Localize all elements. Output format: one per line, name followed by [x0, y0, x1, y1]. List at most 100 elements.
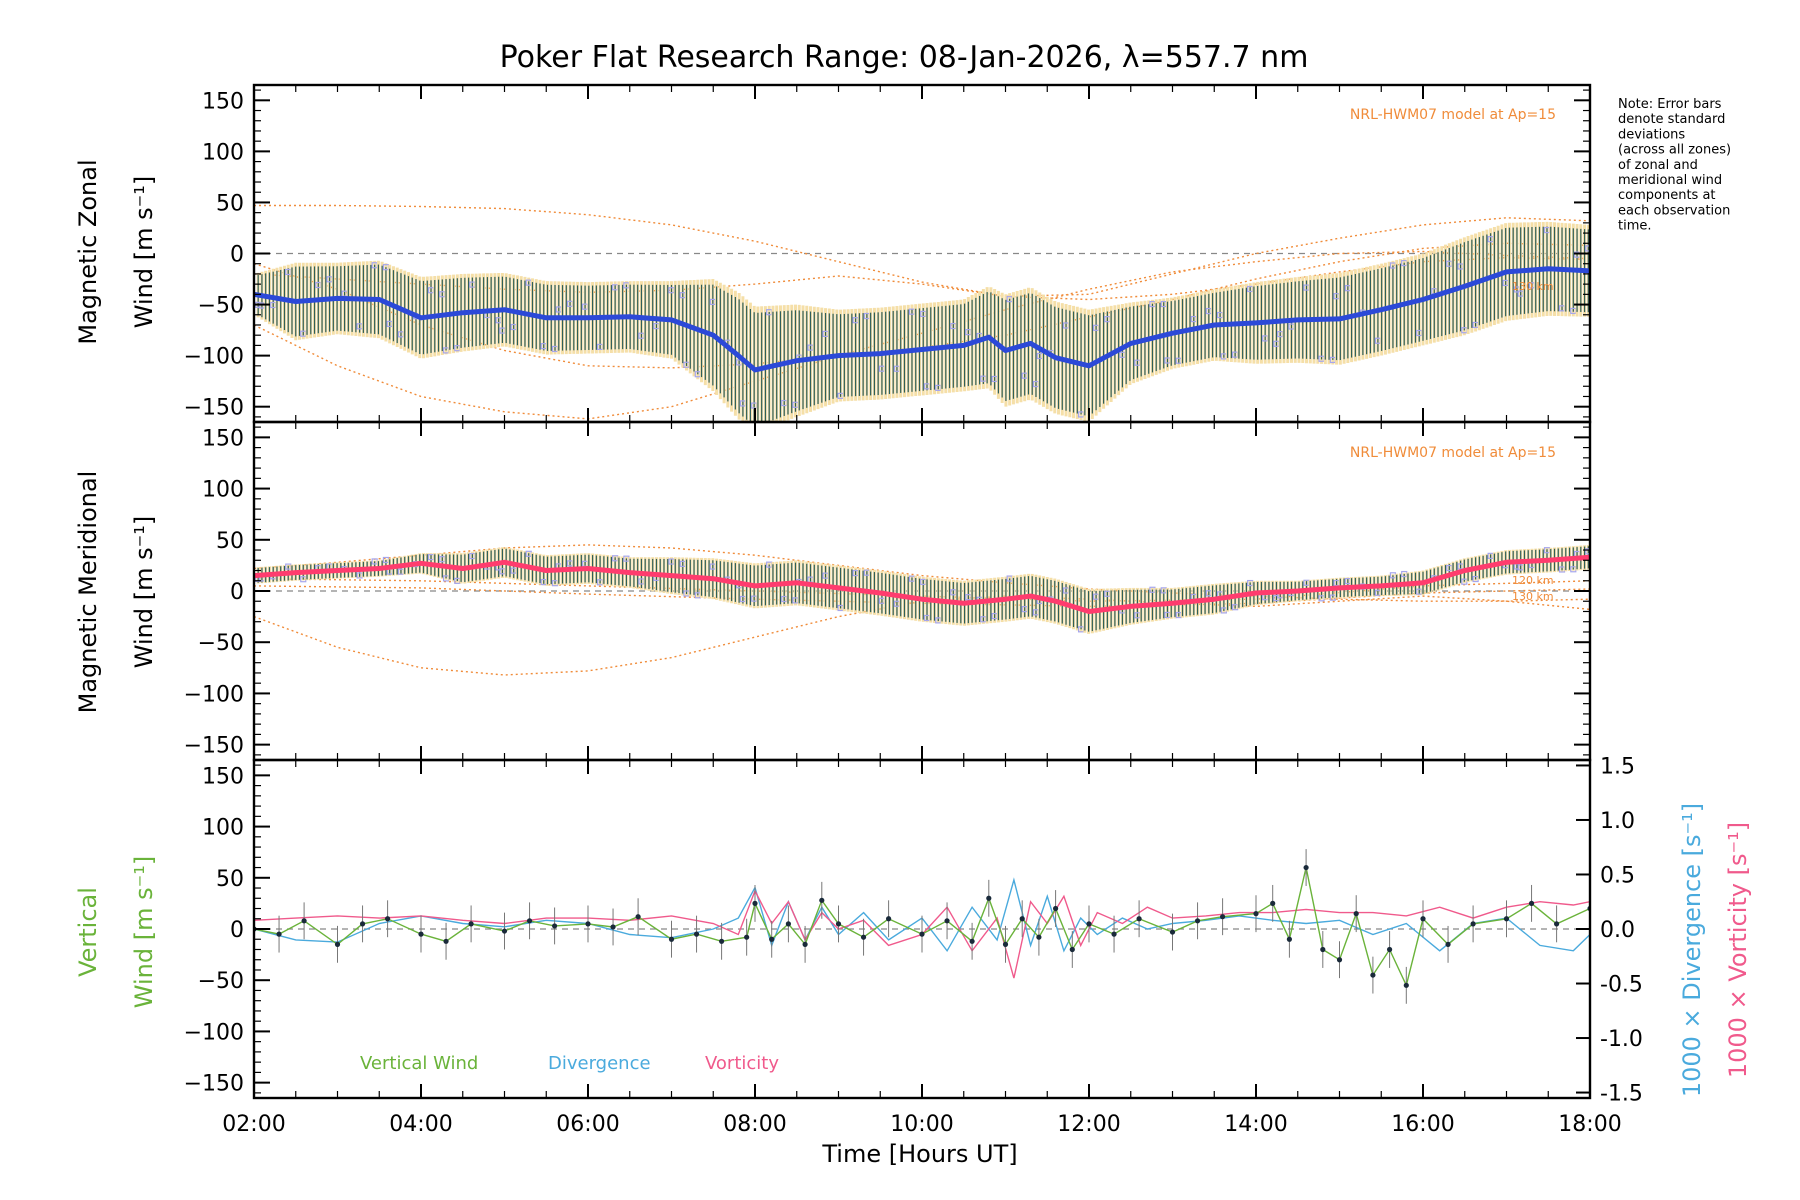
- vertical-wind-point: [552, 923, 558, 929]
- zonal-ylabel-line1: Magnetic Zonal: [74, 159, 102, 344]
- x-tick-label: 16:00: [1391, 1112, 1454, 1137]
- divergence-right-label: 1000 × Divergence [s⁻¹]: [1678, 803, 1706, 1097]
- vertical-ylabel-line1: Vertical: [74, 887, 102, 977]
- vertical-wind-point: [1503, 916, 1510, 922]
- model-line: [254, 544, 1590, 602]
- x-tick-label: 14:00: [1224, 1112, 1287, 1137]
- model-line: [254, 595, 1590, 676]
- vertical-wind-point: [860, 934, 867, 940]
- x-axis-label: Time [Hours UT]: [821, 1140, 1017, 1168]
- vertical-wind-point: [585, 921, 591, 927]
- legend-vorticity: Vorticity: [705, 1053, 779, 1074]
- vertical-wind-point: [1387, 946, 1393, 953]
- vertical-wind-point: [1403, 982, 1409, 988]
- note-line: time.: [1618, 219, 1652, 234]
- y-tick-label: −50: [198, 969, 244, 994]
- y-tick-label: 100: [202, 816, 244, 841]
- y2-tick-label: -1.0: [1600, 1027, 1643, 1052]
- vertical-ylabel-line2: Wind [m s⁻¹]: [130, 856, 158, 1008]
- vertical-wind-point: [385, 916, 391, 922]
- vertical-wind-point: [276, 931, 282, 937]
- zone-sample: [1585, 245, 1590, 252]
- vertical-wind-point: [1036, 934, 1042, 940]
- zone-sample: [1585, 548, 1590, 555]
- x-tick-label: 04:00: [389, 1112, 452, 1137]
- zonal-alt-label: 130 km: [1512, 280, 1554, 293]
- note-line: meridional wind: [1618, 173, 1722, 188]
- plot-area: [254, 849, 1590, 1004]
- note-line: of zonal and: [1618, 158, 1698, 173]
- y-tick-label: −100: [184, 682, 244, 707]
- zonal-ylabel: Magnetic Zonal Wind [m s⁻¹]: [74, 159, 158, 344]
- meridional-alt-label-130: 130 km: [1512, 590, 1554, 603]
- vertical-wind-point: [919, 931, 925, 937]
- chart-title: Poker Flat Research Range: 08-Jan-2026, …: [500, 40, 1309, 75]
- vertical-wind-point: [1253, 911, 1259, 917]
- vertical-wind-point: [1353, 911, 1359, 917]
- vorticity-axis-label: 1000 × Vorticity [s⁻¹]: [1724, 822, 1752, 1078]
- vertical-wind-point: [301, 918, 307, 924]
- vertical-wind-point: [819, 897, 825, 903]
- vertical-wind-point: [1194, 918, 1201, 924]
- y-tick-label: −150: [184, 1072, 244, 1097]
- vertical-wind-point: [1086, 921, 1092, 927]
- vertical-wind-point: [1002, 941, 1009, 947]
- vertical-wind-point: [1336, 957, 1343, 963]
- y-tick-label: −50: [198, 294, 244, 319]
- y2-tick-label: 1.5: [1600, 754, 1635, 779]
- y-tick-label: 0: [230, 918, 244, 943]
- vertical-wind-point: [1069, 946, 1075, 953]
- note-line: each observation: [1618, 203, 1730, 218]
- x-tick-label: 02:00: [222, 1112, 285, 1137]
- zonal-panel: −150 −100 −50 0 50 100 150: [184, 83, 1592, 424]
- vertical-wind-point: [1270, 900, 1276, 906]
- x-tick-label: 06:00: [556, 1112, 619, 1137]
- y-tick-label: 50: [216, 529, 244, 554]
- y-tick-label: 0: [230, 243, 244, 268]
- vertical-wind-point: [1019, 916, 1025, 922]
- y-tick-label: 100: [202, 478, 244, 503]
- y-tick-label: −150: [184, 396, 244, 421]
- vertical-wind-point: [501, 928, 508, 934]
- y-tick-label: 150: [202, 764, 244, 789]
- vertical-wind-point: [719, 938, 725, 944]
- vertical-wind-point: [1528, 900, 1535, 906]
- vertical-wind-point: [969, 938, 975, 944]
- vertical-wind-point: [1445, 941, 1451, 947]
- vertical-wind-point: [1320, 946, 1326, 953]
- vertical-wind-point: [1136, 916, 1142, 922]
- vertical-wind-point: [986, 895, 992, 901]
- meridional-panel: −150 −100 −50 0 50 100 150: [184, 420, 1592, 762]
- vertical-wind-point: [443, 938, 449, 944]
- vertical-wind-point: [610, 924, 616, 930]
- note-line: denote standard: [1618, 112, 1725, 127]
- y-tick-label: 100: [202, 140, 244, 165]
- meridional-ylabel: Magnetic Meridional Wind [m s⁻¹]: [74, 471, 158, 714]
- vertical-wind-point: [1286, 936, 1292, 942]
- legend-vertical-wind: Vertical Wind: [360, 1053, 478, 1074]
- model-line: [254, 204, 1590, 301]
- legend-divergence: Divergence: [548, 1053, 651, 1074]
- vertical-wind-point: [693, 931, 700, 937]
- vertical-wind-point: [886, 916, 892, 922]
- vertical-wind-point: [526, 918, 533, 924]
- vertical-wind-point: [334, 941, 341, 947]
- y-tick-label: 50: [216, 867, 244, 892]
- y-tick-label: −100: [184, 1020, 244, 1045]
- zonal-model-label: NRL-HWM07 model at Ap=15: [1350, 107, 1556, 123]
- vertical-wind-point: [744, 934, 750, 940]
- y2-tick-label: 0.0: [1600, 918, 1635, 943]
- plot-area: [254, 204, 1590, 422]
- y-tick-label: 150: [202, 426, 244, 451]
- x-tick-label: 18:00: [1558, 1112, 1621, 1137]
- meridional-ylabel-line2: Wind [m s⁻¹]: [130, 516, 158, 668]
- zonal-wind-line: [254, 266, 1590, 373]
- vertical-wind-point: [1303, 864, 1309, 871]
- meridional-alt-label-120: 120 km: [1512, 574, 1554, 587]
- vertical-ylabel: Vertical Wind [m s⁻¹]: [74, 856, 158, 1008]
- y2-tick-label: 0.5: [1600, 863, 1635, 888]
- vertical-wind-point: [769, 936, 775, 942]
- vertical-wind-point: [1554, 921, 1560, 927]
- vertical-wind-point: [635, 914, 641, 920]
- vorticity-right-label: 1000 × Vorticity [s⁻¹]: [1724, 822, 1752, 1078]
